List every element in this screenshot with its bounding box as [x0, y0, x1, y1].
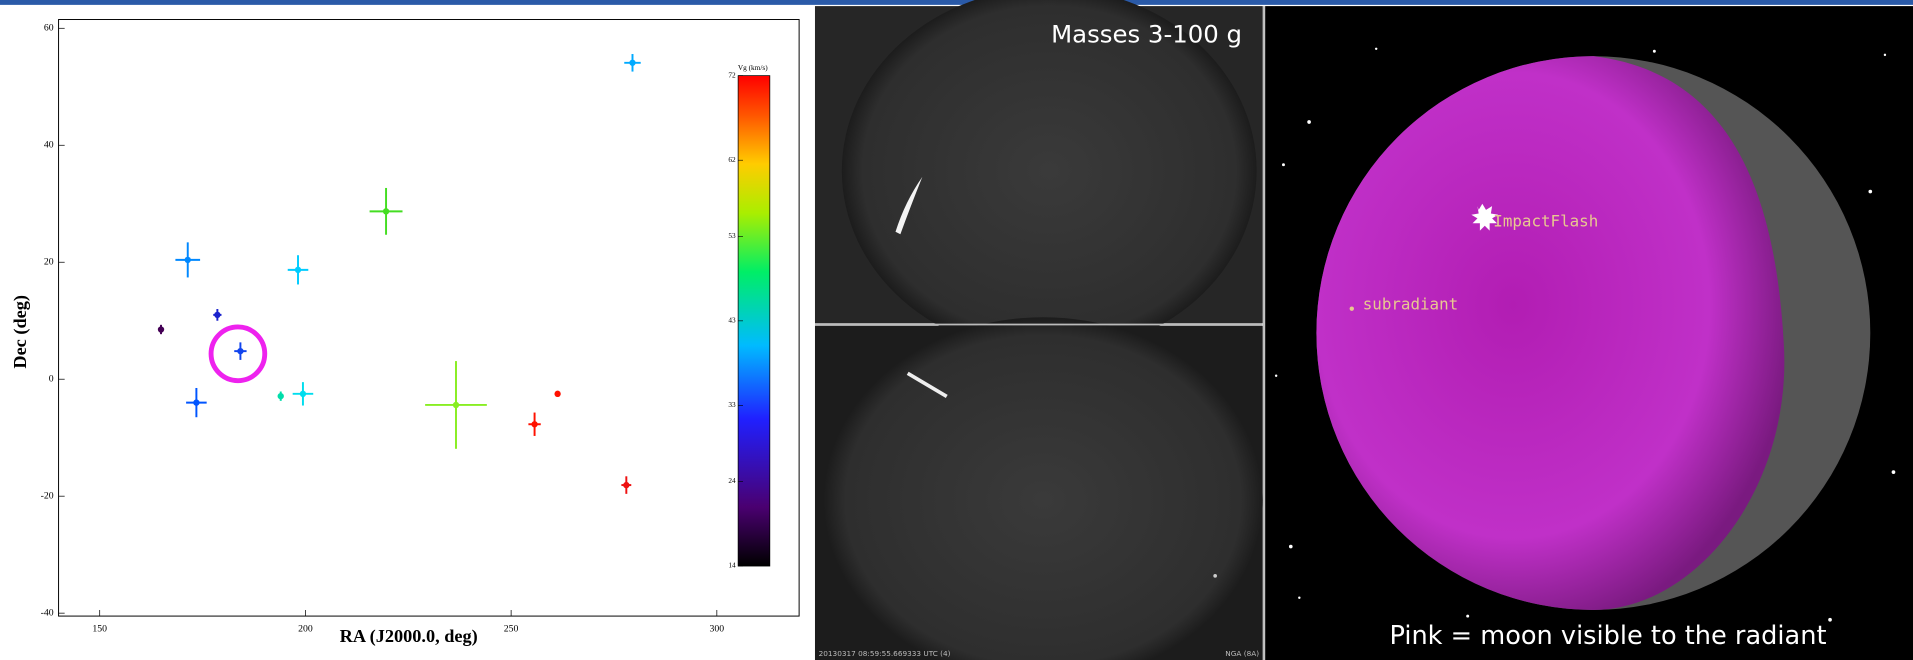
point	[185, 257, 191, 263]
chart: RA (J2000.0, deg) Dec (deg) Vg (km/s) 15…	[10, 20, 799, 648]
subradiant-marker	[1350, 306, 1354, 310]
colorbar-tick-label: 53	[728, 231, 736, 240]
y-tick-label: 40	[44, 139, 54, 150]
slide: RA (J2000.0, deg) Dec (deg) Vg (km/s) 15…	[0, 0, 1913, 660]
point	[300, 391, 306, 397]
point	[453, 402, 459, 408]
colorbar-tick-label: 72	[728, 70, 736, 79]
point	[158, 326, 164, 332]
colorbar-tick-label: 24	[728, 476, 736, 485]
point	[554, 391, 560, 397]
highlight-circle	[211, 327, 265, 381]
point	[629, 60, 635, 66]
point	[237, 348, 243, 354]
y-tick-label: 0	[49, 373, 54, 384]
colorbar-tick-label: 62	[728, 155, 736, 164]
x-tick-label: 300	[710, 624, 725, 635]
moon-caption: Pink = moon visible to the radiant	[1389, 621, 1826, 651]
y-axis-label: Dec (deg)	[10, 295, 31, 369]
y-tick-label: -40	[41, 607, 54, 618]
point	[214, 312, 220, 318]
point	[295, 267, 301, 273]
point	[383, 208, 389, 214]
camera-id: NGA (8A)	[1225, 649, 1259, 658]
timestamp: 20130317 08:59:55.669333 UTC (4)	[819, 649, 951, 658]
x-tick-label: 150	[92, 624, 107, 635]
point	[623, 482, 629, 488]
moon-panel: ImpactFlash subradiant Pink = moon visib…	[1265, 6, 1913, 660]
y-tick-label: -20	[41, 490, 54, 501]
top-bar	[0, 0, 1913, 5]
colorbar-tick-label: 43	[728, 316, 736, 325]
mass-caption: Masses 3-100 g	[1051, 19, 1242, 48]
x-axis-label: RA (J2000.0, deg)	[340, 626, 478, 647]
x-tick-label: 200	[298, 624, 313, 635]
y-tick-label: 20	[44, 256, 54, 267]
y-tick-label: 60	[44, 23, 54, 34]
point	[193, 399, 199, 405]
meteor-panels: Masses 3-100 g 20130317 08:59:55.669333 …	[815, 0, 1264, 660]
colorbar-tick-label: 33	[728, 400, 736, 409]
impact-flash-label: ImpactFlash	[1493, 212, 1598, 231]
point	[531, 421, 537, 427]
subradiant-label: subradiant	[1363, 294, 1458, 313]
fisheye	[842, 0, 1257, 354]
plot-frame	[59, 20, 800, 617]
colorbar-label: Vg (km/s)	[738, 63, 768, 72]
star	[1213, 574, 1217, 578]
x-tick-label: 250	[504, 624, 519, 635]
colorbar-tick-label: 14	[728, 561, 736, 570]
point	[278, 393, 284, 399]
